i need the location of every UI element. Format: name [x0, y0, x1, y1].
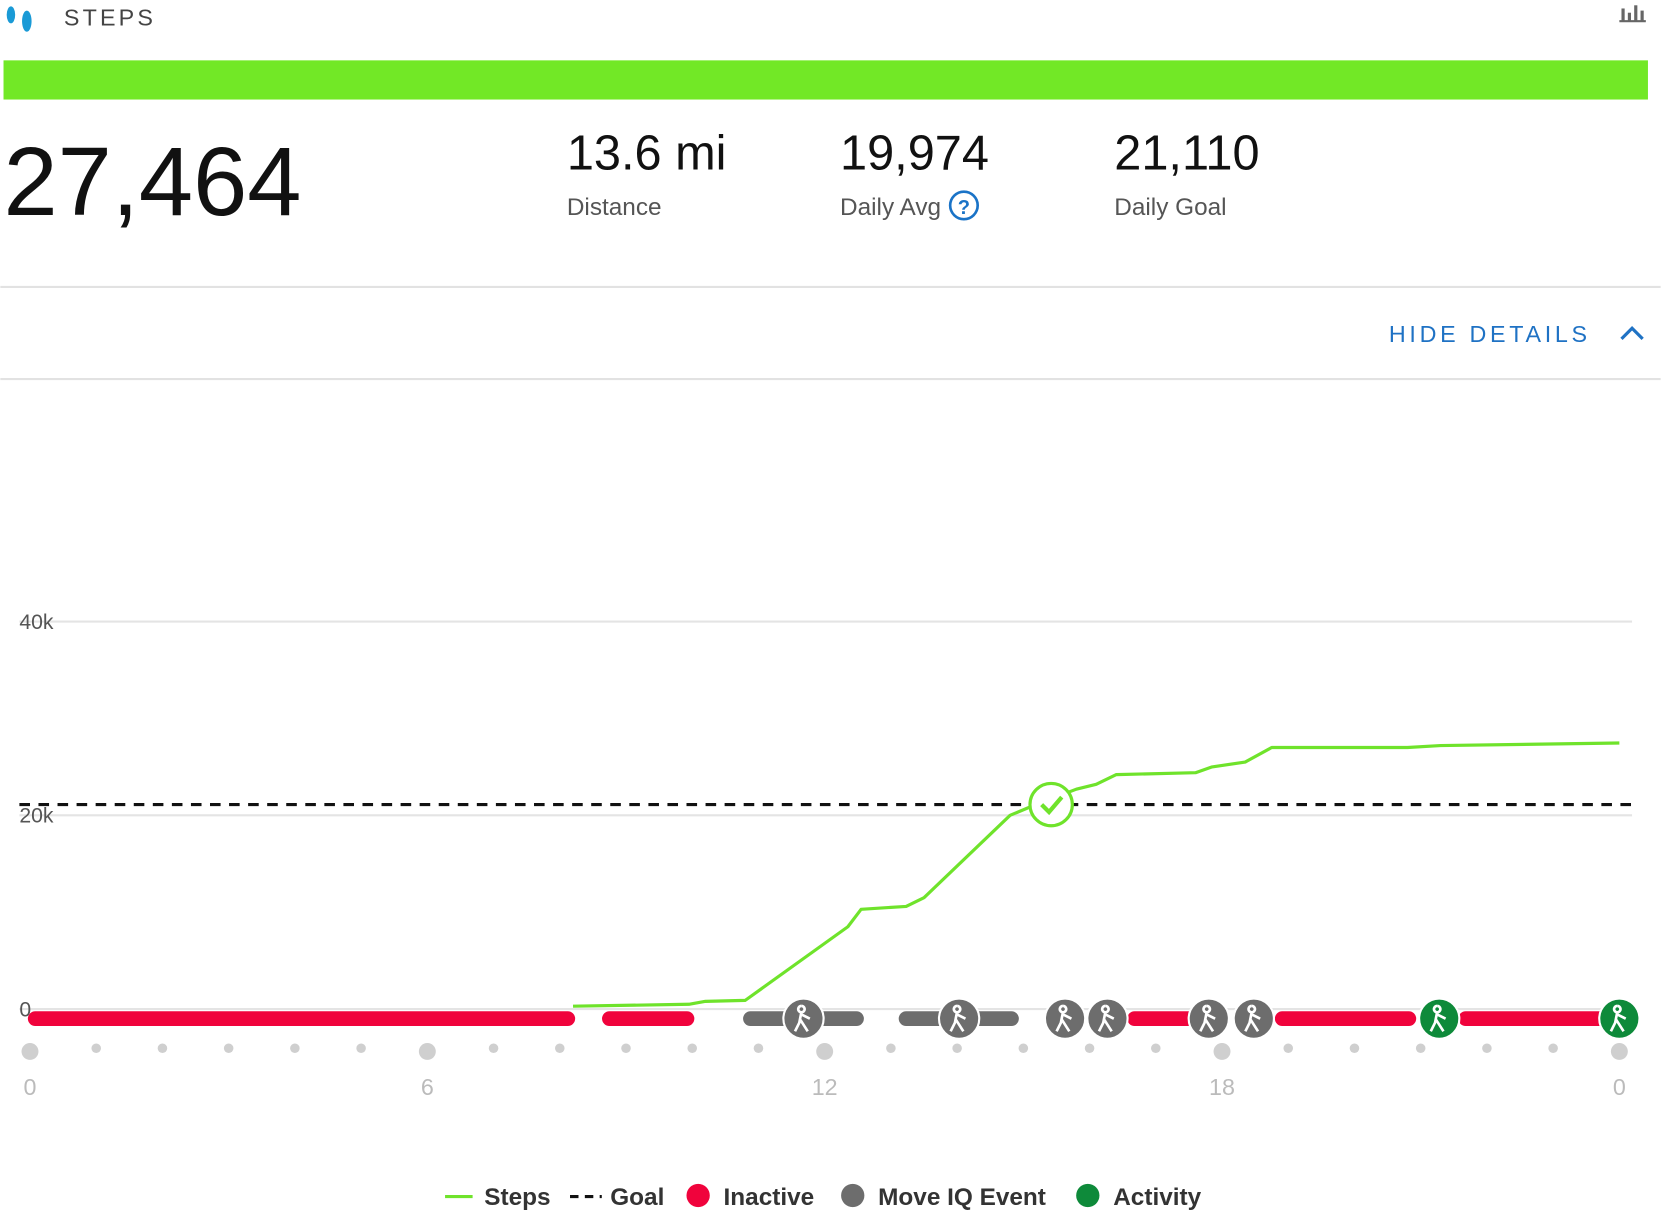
hour-dot	[1548, 1043, 1558, 1054]
hour-dot	[418, 1042, 436, 1060]
check-icon	[1040, 795, 1064, 816]
help-icon[interactable]: ?	[948, 190, 980, 221]
hour-dot	[687, 1043, 697, 1054]
x-tick-label: 0	[1613, 1074, 1626, 1100]
legend-label: Inactive	[724, 1184, 815, 1211]
svg-text:?: ?	[958, 197, 970, 219]
y-tick-label: 20k	[19, 805, 54, 828]
hour-dot	[21, 1042, 39, 1060]
stat-value: 13.6 mi	[567, 126, 727, 180]
hour-dot	[223, 1043, 234, 1054]
hour-dot	[1283, 1043, 1294, 1054]
chevron-up[interactable]	[1620, 326, 1644, 340]
event-marker	[1086, 997, 1129, 1040]
hour-dot	[488, 1043, 499, 1054]
hour-dot	[952, 1043, 962, 1054]
y-tick-label: 40k	[19, 611, 54, 634]
steps-icon	[6, 6, 32, 32]
legend-swatch	[1076, 1183, 1100, 1208]
legend-label: Goal	[610, 1184, 664, 1211]
event-marker	[1232, 997, 1275, 1040]
hour-dot	[1213, 1042, 1231, 1060]
stat-label: Distance	[567, 194, 662, 221]
hour-dot	[1084, 1043, 1095, 1054]
stat-value: 19,974	[840, 126, 989, 180]
event-icon	[1097, 1004, 1115, 1033]
steps-line	[572, 741, 1620, 1008]
hour-dot	[91, 1043, 101, 1054]
legend-label: Steps	[484, 1184, 550, 1211]
event-icon	[1199, 1004, 1216, 1033]
event-marker	[782, 997, 825, 1040]
event-marker	[1043, 997, 1087, 1040]
hour-dot	[1610, 1042, 1628, 1060]
hour-dot	[1349, 1043, 1360, 1054]
event-icon	[949, 1004, 967, 1033]
hour-dot	[1415, 1043, 1426, 1054]
legend-label: Activity	[1113, 1184, 1201, 1211]
event-marker	[1598, 997, 1641, 1040]
event-icon	[793, 1004, 811, 1033]
hour-dot	[1151, 1043, 1161, 1054]
event-marker	[1187, 997, 1230, 1040]
hour-dot	[621, 1043, 631, 1054]
hour-dot	[290, 1043, 300, 1054]
event-icon	[1609, 1004, 1627, 1033]
hour-dot	[157, 1043, 168, 1054]
y-tick-label: 0	[19, 999, 31, 1022]
hour-dot	[753, 1043, 764, 1054]
hour-dot	[886, 1043, 896, 1054]
hour-dot	[1482, 1043, 1492, 1054]
hour-dot	[1018, 1043, 1029, 1054]
total-steps: 27,464	[4, 127, 302, 236]
legend-swatch	[686, 1183, 710, 1208]
event-icon	[1244, 1004, 1261, 1033]
x-tick-label: 18	[1209, 1074, 1235, 1100]
hour-dot	[816, 1042, 834, 1060]
hide-details-button[interactable]: HIDE DETAILS	[1389, 321, 1591, 347]
stat-label: Daily Goal	[1114, 194, 1226, 221]
stat-value: 21,110	[1114, 126, 1259, 180]
event-icon	[1429, 1004, 1447, 1033]
event-icon	[1055, 1004, 1073, 1033]
legend-swatch	[841, 1183, 865, 1208]
stat-label: Daily Avg	[840, 194, 941, 221]
x-tick-label: 6	[421, 1074, 434, 1100]
event-marker	[937, 997, 981, 1040]
event-marker	[1418, 997, 1461, 1040]
legend-label: Move IQ Event	[878, 1184, 1046, 1211]
hour-dot	[356, 1043, 366, 1054]
x-tick-label: 0	[24, 1074, 37, 1100]
section-title: STEPS	[64, 4, 156, 30]
goal-progress-bar	[3, 60, 1648, 100]
goal-reached-marker	[1028, 781, 1074, 828]
hour-dot	[555, 1043, 565, 1054]
x-tick-label: 12	[812, 1074, 838, 1100]
chart-view-button[interactable]	[1619, 5, 1646, 23]
